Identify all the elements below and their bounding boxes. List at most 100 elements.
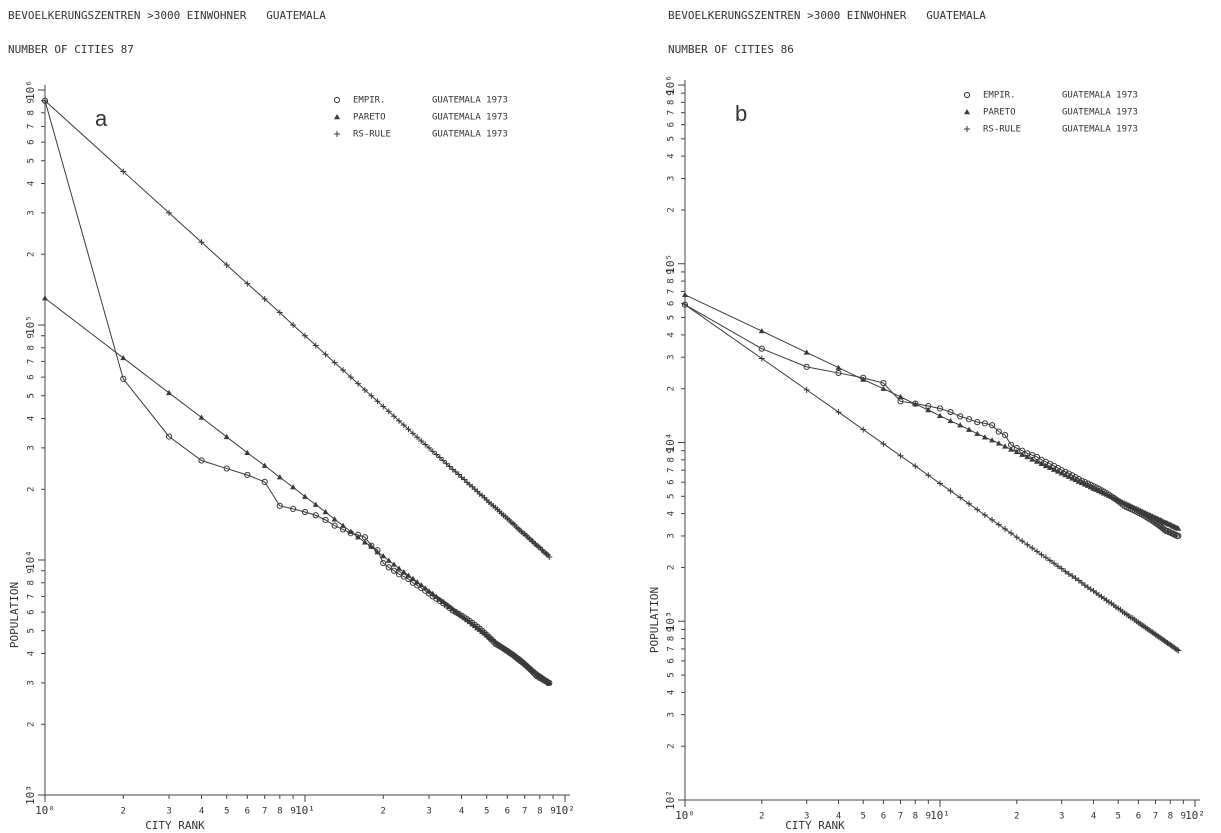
marker	[1062, 471, 1069, 478]
marker	[880, 379, 887, 387]
legend-label: GUATEMALA 1973	[1062, 91, 1138, 101]
marker	[936, 405, 944, 412]
marker	[1069, 475, 1076, 481]
marker	[433, 451, 440, 458]
marker	[244, 471, 251, 479]
y-tick-label: 6	[667, 479, 677, 484]
marker	[966, 426, 973, 432]
marker	[1058, 565, 1065, 572]
marker	[452, 468, 459, 475]
y-tick-label: 6	[667, 122, 677, 127]
marker	[957, 422, 964, 428]
marker	[312, 501, 319, 507]
marker	[368, 543, 375, 549]
marker	[166, 209, 173, 216]
marker	[682, 301, 688, 308]
y-tick-label: 5	[667, 136, 677, 141]
marker	[400, 569, 407, 575]
y-tick-label: 3	[27, 445, 37, 450]
marker	[974, 419, 981, 426]
marker	[957, 494, 964, 501]
marker	[302, 493, 308, 499]
marker	[897, 452, 904, 459]
marker	[1029, 544, 1036, 551]
marker	[385, 408, 392, 415]
marker	[937, 412, 943, 419]
y-tick-label: 8	[27, 110, 37, 115]
marker	[995, 440, 1002, 446]
x-tick-label: 8	[537, 807, 542, 817]
x-tick-label: 8	[913, 812, 918, 822]
marker	[409, 575, 416, 581]
marker	[682, 291, 688, 298]
x-tick-label: 5	[484, 807, 489, 817]
marker	[290, 505, 297, 512]
series-line	[684, 304, 1179, 537]
y-tick-label: 10⁶	[24, 80, 37, 100]
y-tick-label: 7	[27, 594, 37, 599]
x-tick-label: 2	[1014, 812, 1019, 822]
marker	[1038, 551, 1045, 558]
marker	[446, 463, 453, 470]
marker	[223, 262, 230, 269]
marker	[339, 522, 346, 528]
y-tick-label: 2	[27, 487, 37, 492]
x-tick-label: 4	[836, 812, 841, 822]
y-tick-label: 3	[27, 680, 37, 685]
marker	[276, 309, 283, 316]
marker	[466, 618, 473, 625]
marker	[374, 398, 381, 405]
legend-label: GUATEMALA 1973	[432, 113, 508, 123]
y-tick-label: 4	[667, 511, 677, 516]
x-tick-label: 10²	[1185, 809, 1205, 822]
y-tick-label: 9	[667, 90, 677, 95]
marker	[835, 369, 842, 377]
y-tick-label: 9	[667, 448, 677, 453]
marker	[912, 463, 919, 470]
x-tick-label: 10¹	[295, 804, 315, 817]
marker	[331, 516, 338, 522]
series-line	[44, 100, 550, 558]
y-tick-label: 8	[667, 636, 677, 641]
chart-subtitle: NUMBER OF CITIES 87	[8, 43, 134, 56]
x-tick-label: 5	[1116, 812, 1121, 822]
y-axis-label: POPULATION	[8, 582, 21, 648]
marker	[455, 471, 462, 478]
y-tick-label: 2	[667, 207, 677, 212]
marker	[458, 612, 465, 619]
x-tick-label: 2	[121, 807, 126, 817]
marker	[120, 354, 127, 361]
legend-name: RS-RULE	[353, 130, 391, 140]
marker	[261, 296, 268, 303]
marker	[322, 516, 329, 524]
chart-subtitle: NUMBER OF CITIES 86	[668, 43, 794, 56]
marker	[426, 588, 433, 594]
marker	[1019, 538, 1026, 545]
y-tick-label: 3	[667, 355, 677, 360]
marker	[1072, 476, 1079, 483]
marker	[302, 332, 308, 339]
marker	[391, 561, 398, 567]
marker	[1175, 525, 1182, 531]
x-tick-label: 4	[1091, 812, 1096, 822]
marker	[418, 437, 425, 444]
marker	[198, 239, 205, 246]
chart-title: BEVOELKERUNGSZENTREN >3000 EINWOHNER GUA…	[668, 9, 986, 22]
y-tick-label: 7	[667, 110, 677, 115]
y-tick-label: 3	[667, 533, 677, 538]
legend-name: RS-RULE	[983, 125, 1021, 135]
marker	[120, 375, 127, 382]
marker	[966, 500, 973, 507]
y-tick-label: 10⁶	[664, 75, 677, 95]
y-tick-label: 2	[27, 722, 37, 727]
marker	[290, 322, 297, 328]
marker	[974, 506, 981, 513]
marker	[331, 522, 338, 529]
marker	[380, 403, 387, 410]
marker	[897, 393, 904, 400]
y-tick-label: 9	[27, 98, 37, 103]
marker	[276, 474, 283, 480]
marker	[405, 426, 412, 433]
marker	[429, 448, 436, 455]
